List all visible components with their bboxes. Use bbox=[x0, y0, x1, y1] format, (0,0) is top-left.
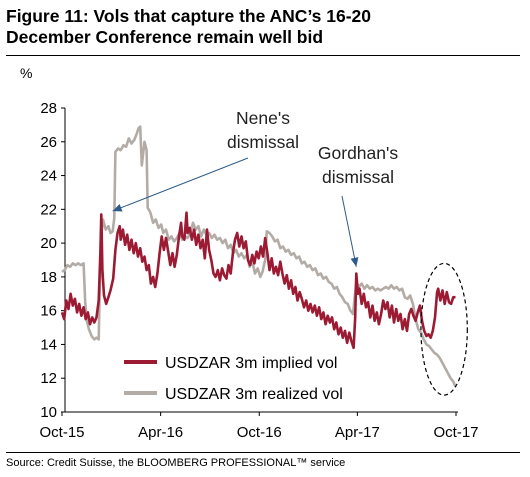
legend-label-realized: USDZAR 3m realized vol bbox=[165, 386, 343, 403]
x-tick-label: Oct-15 bbox=[39, 424, 84, 441]
figure-title-line-2: December Conference remain well bid bbox=[6, 27, 324, 47]
volatility-chart: % 10 12 14 16 18 20 22 24 26 28 Oct-15 Apr-16 Oct-16 A… bbox=[20, 65, 479, 441]
annotation-arrow-head bbox=[112, 204, 123, 212]
x-tick-label: Oct-16 bbox=[237, 424, 282, 441]
legend-label-implied: USDZAR 3m implied vol bbox=[165, 355, 337, 372]
figure-title: Figure 11: Vols that capture the ANC’s 1… bbox=[6, 6, 520, 48]
y-tick-label: 16 bbox=[40, 303, 57, 320]
y-axis-unit-label: % bbox=[20, 65, 32, 81]
title-divider bbox=[6, 55, 520, 56]
annotation-text: dismissal bbox=[227, 132, 299, 152]
implied-vol-line bbox=[60, 211, 456, 350]
y-tick-label: 20 bbox=[40, 235, 57, 252]
x-tick-label: Oct-17 bbox=[433, 424, 478, 441]
y-tick-label: 14 bbox=[40, 336, 57, 353]
y-tick-label: 12 bbox=[40, 370, 57, 387]
y-tick-label: 10 bbox=[40, 404, 57, 421]
annotation-arrow-line bbox=[112, 157, 249, 212]
annotation-arrow-line bbox=[341, 195, 357, 267]
source-divider bbox=[6, 452, 520, 453]
source-note: Source: Credit Suisse, the BLOOMBERG PRO… bbox=[6, 457, 346, 469]
highlight-ellipse bbox=[420, 262, 468, 396]
y-tick-label: 28 bbox=[40, 100, 57, 117]
annotation-text: Nene's bbox=[236, 108, 290, 128]
realized-vol-line bbox=[61, 125, 457, 388]
x-tick-label: Apr-17 bbox=[335, 424, 380, 441]
y-tick-label: 18 bbox=[40, 269, 57, 286]
figure-title-line-1: Figure 11: Vols that capture the ANC’s 1… bbox=[6, 6, 372, 26]
y-tick-label: 26 bbox=[40, 134, 57, 151]
y-tick-label: 24 bbox=[40, 168, 57, 185]
annotation-text: dismissal bbox=[322, 167, 394, 187]
y-tick-label: 22 bbox=[40, 201, 57, 218]
annotation-text: Gordhan's bbox=[318, 143, 398, 163]
annotation-arrow-head bbox=[350, 257, 359, 267]
x-tick-label: Apr-16 bbox=[138, 424, 183, 441]
